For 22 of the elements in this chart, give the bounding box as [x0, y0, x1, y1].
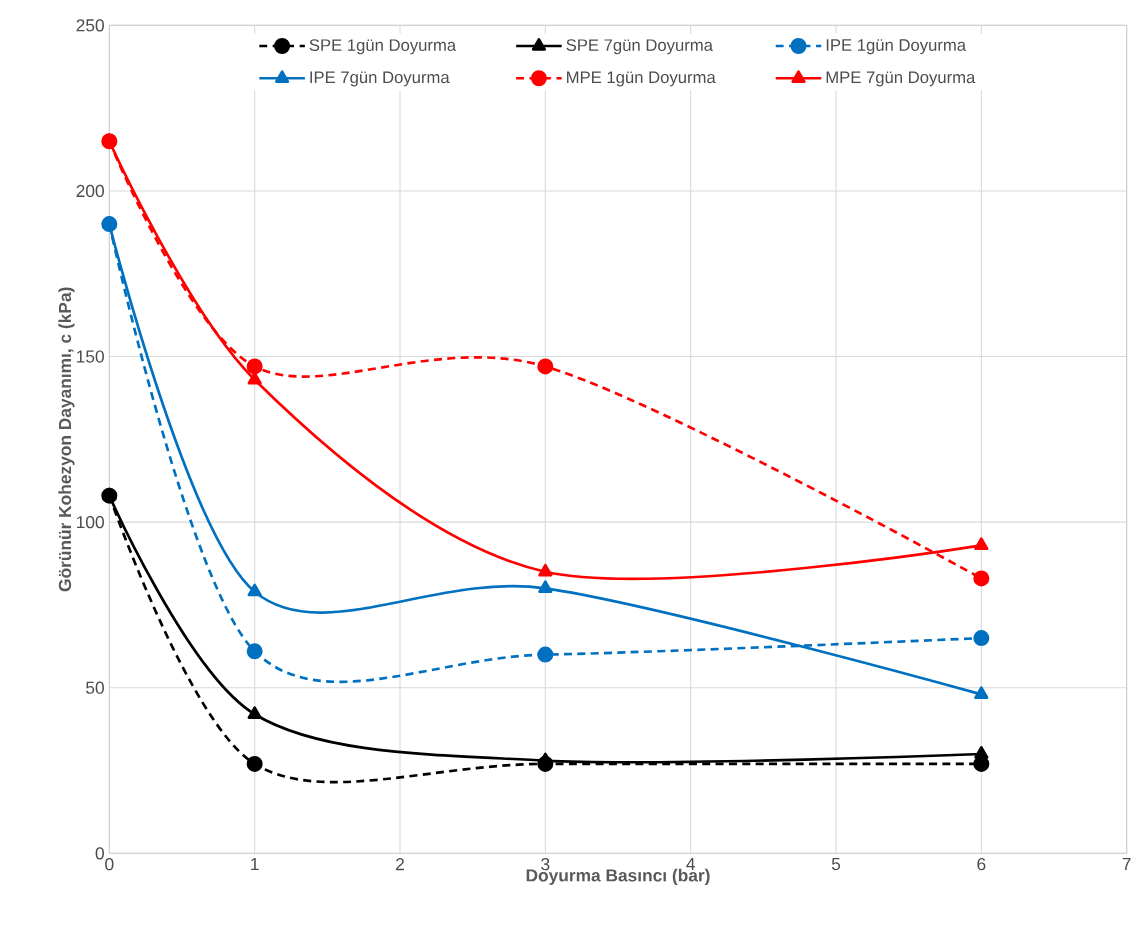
- y-axis-title: Görünür Kohezyon Dayanımı, c (kPa): [58, 287, 75, 592]
- x-tick-label: 1: [251, 858, 259, 870]
- legend-label: IPE 1gün Doyurma: [826, 39, 967, 55]
- x-tick-label: 2: [396, 858, 404, 871]
- x-tick-label: 3: [541, 858, 550, 871]
- legend-label: IPE 7gün Doyurma: [310, 71, 450, 87]
- y-tick-label: 150: [77, 350, 104, 363]
- x-axis-title: Doyurma Basıncı (bar): [526, 868, 710, 885]
- legend-label: SPE 1gün Doyurma: [309, 39, 457, 55]
- x-tick-label: 4: [686, 858, 695, 870]
- legend-label: MPE 7gün Doyurma: [826, 71, 976, 87]
- y-tick-label: 200: [76, 184, 104, 198]
- y-tick-label: 250: [76, 19, 104, 32]
- y-tick-label: 50: [86, 681, 104, 694]
- x-tick-label: 6: [977, 858, 986, 871]
- y-tick-label: 100: [77, 515, 104, 529]
- legend-label: MPE 1gün Doyurma: [567, 71, 716, 87]
- legend-label: SPE 7gün Doyurma: [566, 39, 713, 55]
- x-tick-label: 5: [831, 858, 841, 871]
- x-tick-label: 0: [105, 858, 114, 871]
- y-tick-label: 0: [95, 847, 104, 860]
- x-tick-label: 7: [1122, 858, 1131, 870]
